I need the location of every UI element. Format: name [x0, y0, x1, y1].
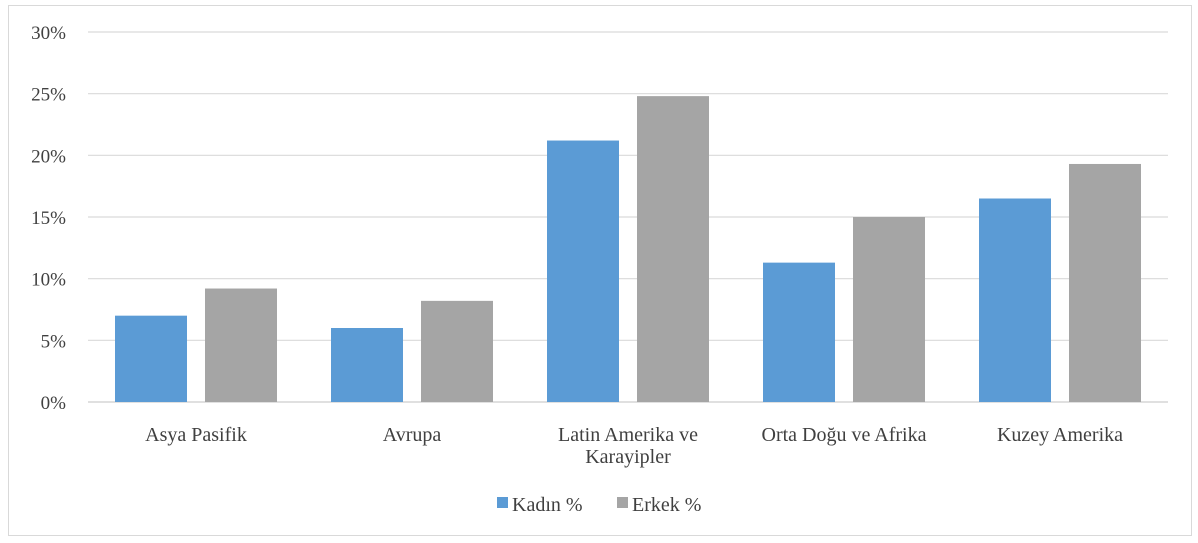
legend-swatch	[617, 497, 628, 508]
x-category-label: Kuzey Amerika	[997, 424, 1123, 446]
x-axis-category-labels: Asya Pasifik Avrupa Latin Amerika ve Karayi…	[145, 424, 1123, 468]
y-tick-label: 25%	[31, 85, 66, 106]
bar-kadin	[331, 328, 403, 402]
bar-erkek	[853, 217, 925, 402]
bar-erkek	[1069, 163, 1141, 402]
bars	[115, 96, 1141, 403]
legend-swatch	[497, 497, 508, 508]
y-axis-tick-labels: 0% 5% 10% 15% 20% 25% 30%	[31, 23, 66, 414]
y-tick-label: 0%	[41, 393, 67, 414]
bar-kadin	[763, 262, 835, 402]
bar-kadin	[979, 198, 1051, 402]
x-category-label-line: Latin Amerika ve	[558, 424, 698, 446]
bar-kadin	[547, 140, 619, 403]
x-category-label: Avrupa	[383, 424, 442, 446]
bar-kadin	[115, 315, 187, 402]
x-category-label-line: Orta Doğu ve Afrika	[762, 424, 927, 446]
x-category-label-line: Kuzey Amerika	[997, 424, 1123, 446]
y-tick-label: 5%	[41, 331, 67, 352]
x-category-label-line: Asya Pasifik	[145, 424, 247, 446]
bar-erkek	[637, 96, 709, 402]
y-tick-label: 30%	[31, 23, 66, 44]
x-category-label: Orta Doğu ve Afrika	[762, 424, 927, 446]
bar-erkek	[421, 300, 493, 402]
bar-erkek	[205, 288, 277, 402]
x-category-label-line: Karayipler	[585, 446, 671, 468]
x-category-label: Asya Pasifik	[145, 424, 247, 446]
y-tick-label: 20%	[31, 146, 66, 167]
legend-label: Kadın %	[512, 494, 583, 516]
x-category-label: Latin Amerika ve Karayipler	[558, 424, 698, 468]
y-tick-label: 15%	[31, 208, 66, 229]
legend: Kadın % Erkek %	[497, 494, 701, 516]
y-tick-label: 10%	[31, 270, 66, 291]
legend-label: Erkek %	[632, 494, 701, 516]
x-category-label-line: Avrupa	[383, 424, 442, 446]
